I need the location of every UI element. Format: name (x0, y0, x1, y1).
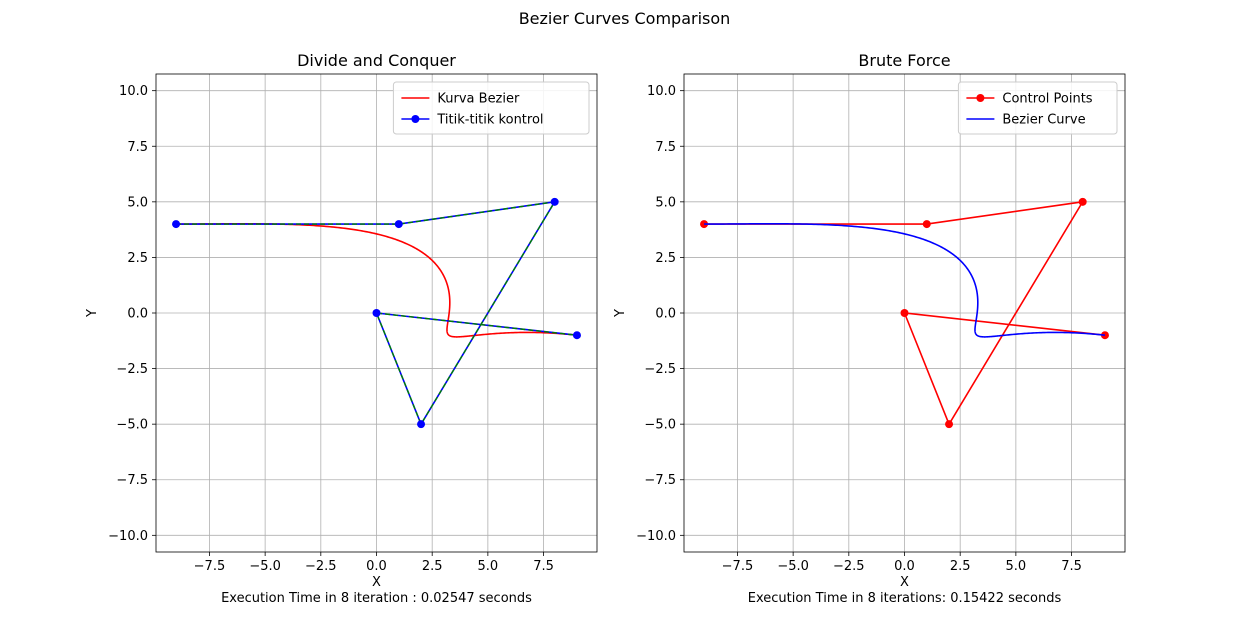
x-tick-label: 0.0 (894, 559, 915, 574)
y-tick-label: −10.0 (636, 529, 676, 544)
figure-title: Bezier Curves Comparison (518, 9, 731, 28)
x-axis-label: X (372, 575, 381, 590)
legend-label: Titik-titik kontrol (436, 113, 543, 128)
x-tick-label: −5.0 (777, 559, 809, 574)
x-tick-label: 7.5 (533, 559, 554, 574)
control-point-marker (172, 220, 181, 229)
y-tick-label: 2.5 (127, 251, 148, 266)
control-point-marker (394, 220, 403, 229)
legend-box (957, 81, 1118, 135)
legend-label: Bezier Curve (1002, 113, 1085, 128)
x-tick-label: −2.5 (305, 559, 337, 574)
legend-label: Kurva Bezier (437, 92, 520, 107)
legend-box (392, 81, 590, 135)
plot-title-left: Divide and Conquer (297, 51, 456, 70)
y-tick-label: 0.0 (127, 307, 148, 322)
y-tick-label: −2.5 (644, 362, 676, 377)
y-tick-label: −7.5 (116, 473, 148, 488)
y-tick-label: 7.5 (655, 140, 676, 155)
x-tick-label: −7.5 (722, 559, 754, 574)
y-tick-label: −5.0 (116, 418, 148, 433)
bezier-curve-line (704, 222, 1106, 338)
axes-right: −7.5 −5.0 −2.5 0.0 2.5 5.0 7.5 −10.0 −7.5 −5.0 −2.… (613, 73, 1126, 590)
x-tick-label: 2.5 (950, 559, 971, 574)
control-point-marker (372, 309, 381, 317)
y-tick-label: 2.5 (655, 251, 676, 266)
y-tick-label: −2.5 (116, 362, 148, 377)
bezier-curve-line (176, 222, 578, 338)
plot-area (700, 197, 1109, 429)
y-tick-label: −5.0 (644, 418, 676, 433)
legend-label: Control Points (1002, 92, 1092, 107)
y-tick-label: 10.0 (647, 84, 676, 99)
x-tick-label: −5.0 (249, 559, 281, 574)
plot-area (172, 197, 581, 429)
control-point-marker (417, 420, 426, 429)
control-point-marker (550, 197, 559, 206)
y-axis-label: Y (85, 309, 100, 318)
y-tick-label: 5.0 (655, 195, 676, 210)
y-tick-label: 5.0 (127, 195, 148, 210)
axes-frame (683, 73, 1126, 553)
legend-marker (411, 115, 420, 123)
control-point-marker (922, 220, 931, 229)
control-point-marker (572, 331, 581, 340)
control-point-marker (900, 309, 909, 317)
execution-time-right: Execution Time in 8 iterations: 0.15422 … (747, 591, 1062, 606)
x-tick-label: 5.0 (478, 559, 499, 574)
x-tick-label: 2.5 (422, 559, 443, 574)
x-tick-label: −2.5 (833, 559, 865, 574)
y-tick-label: 7.5 (127, 140, 148, 155)
y-tick-label: 10.0 (119, 84, 148, 99)
axes-left: −7.5 −5.0 −2.5 0.0 2.5 5.0 7.5 −10.0 −7.5 −5.0 −2.… (85, 73, 598, 590)
y-tick-label: −7.5 (644, 473, 676, 488)
control-polygon-line (704, 200, 1106, 426)
y-tick-label: −10.0 (108, 529, 148, 544)
execution-time-left: Execution Time in 8 iteration : 0.02547 … (221, 591, 532, 606)
y-axis-label: Y (613, 309, 628, 318)
y-tick-label: 0.0 (655, 307, 676, 322)
control-point-marker (945, 420, 954, 429)
x-tick-label: 5.0 (1006, 559, 1027, 574)
x-tick-label: 7.5 (1061, 559, 1082, 574)
x-axis-label: X (900, 575, 909, 590)
x-tick-label: 0.0 (366, 559, 387, 574)
control-point-marker (1078, 197, 1087, 206)
control-polygon-dashed-line (176, 200, 578, 426)
x-tick-label: −7.5 (194, 559, 226, 574)
axes-frame (155, 73, 598, 553)
legend-marker (976, 94, 985, 102)
plot-title-right: Brute Force (858, 51, 951, 70)
